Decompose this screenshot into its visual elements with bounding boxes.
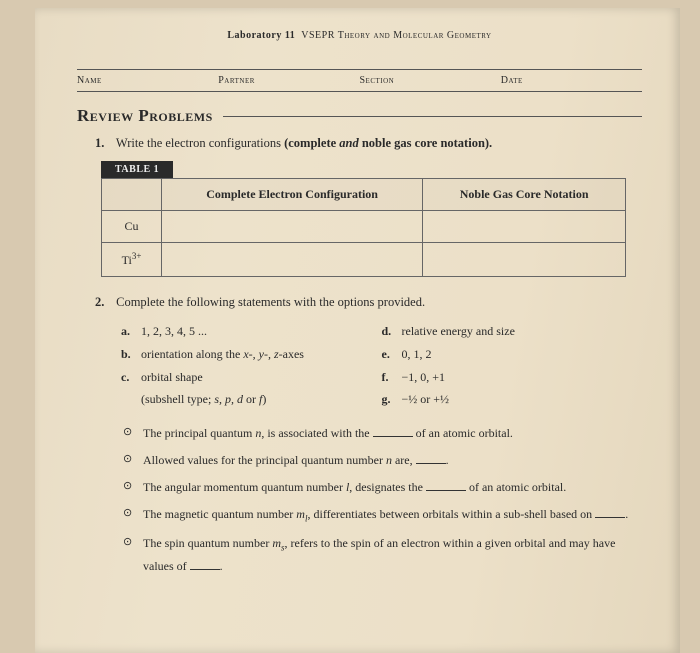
statement-4: The magnetic quantum number ml, differen… <box>123 504 642 527</box>
opt-c-line2: (subshell type; s, p, d or f) <box>141 392 266 406</box>
info-section: Section <box>360 75 501 86</box>
opt-f-text: −1, 0, +1 <box>402 370 446 384</box>
blank-4 <box>595 507 625 518</box>
ti-noble-cell <box>423 243 626 277</box>
heading-rule <box>223 116 642 117</box>
lab-header: Laboratory 11 VSEPR Theory and Molecular… <box>77 30 642 41</box>
ti-complete-cell <box>162 243 423 277</box>
s2-a: Allowed values for the principal quantum… <box>143 453 386 467</box>
s4-b: , differentiates between orbitals within… <box>307 507 595 521</box>
s4-m: ml <box>296 507 307 521</box>
q2-prompt: 2. Complete the following statements wit… <box>95 295 642 310</box>
col-noble-gas: Noble Gas Core Notation <box>423 179 626 211</box>
q2-text: Complete the following statements with t… <box>116 295 425 309</box>
opt-c-text-d: or <box>246 392 259 406</box>
question-1: 1. Write the electron configurations (co… <box>95 136 642 277</box>
s4-m-base: m <box>296 507 305 521</box>
info-date: Date <box>501 75 642 86</box>
row-ti-label: Ti3+ <box>102 243 162 277</box>
options-list: a.1, 2, 3, 4, 5 ... b.orientation along … <box>121 320 642 411</box>
option-a: a.1, 2, 3, 4, 5 ... <box>121 320 382 343</box>
worksheet-page: Laboratory 11 VSEPR Theory and Molecular… <box>35 8 680 653</box>
s5-m-base: m <box>272 536 281 550</box>
options-col-right: d.relative energy and size e.0, 1, 2 f.−… <box>382 320 643 411</box>
ti-symbol: Ti <box>122 253 132 267</box>
s4-c: . <box>625 507 628 521</box>
ti-charge: 3+ <box>132 251 142 261</box>
lab-number: Laboratory 11 <box>227 30 295 41</box>
s1-a: The principal quantum <box>143 426 255 440</box>
opt-b-label: b. <box>121 343 141 366</box>
opt-d-text: relative energy and size <box>402 324 515 338</box>
opt-c-text-f: ) <box>262 392 266 406</box>
option-e: e.0, 1, 2 <box>382 343 643 366</box>
table-header-row: Complete Electron Configuration Noble Ga… <box>102 179 626 211</box>
table-corner-cell <box>102 179 162 211</box>
option-b: b.orientation along the x-, y-, z-axes <box>121 343 382 366</box>
statement-2: Allowed values for the principal quantum… <box>123 450 642 471</box>
s5-c: . <box>220 559 223 573</box>
option-d: d.relative energy and size <box>382 320 643 343</box>
info-row: Name Partner Section Date <box>77 69 642 92</box>
fill-in-statements: The principal quantum n, is associated w… <box>123 423 642 577</box>
q1-prompt: 1. Write the electron configurations (co… <box>95 136 642 151</box>
opt-b-text-c: -axes <box>279 347 304 361</box>
row-cu-label: Cu <box>102 211 162 243</box>
option-f: f.−1, 0, +1 <box>382 366 643 389</box>
s3-b: , designates the <box>349 480 426 494</box>
statement-5: The spin quantum number ms, refers to th… <box>123 533 642 577</box>
opt-a-text: 1, 2, 3, 4, 5 ... <box>141 324 207 338</box>
s3-a: The angular momentum quantum number <box>143 480 346 494</box>
info-name: Name <box>77 75 218 86</box>
q1-text-b: (complete <box>284 136 339 150</box>
s4-a: The magnetic quantum number <box>143 507 296 521</box>
s2-c: . <box>446 453 449 467</box>
opt-b-text-a: orientation along the <box>141 347 243 361</box>
opt-g-label: g. <box>382 388 402 411</box>
opt-c-text-a: orbital shape <box>141 370 203 384</box>
opt-d-label: d. <box>382 320 402 343</box>
blank-3 <box>426 480 466 491</box>
opt-a-label: a. <box>121 320 141 343</box>
opt-c-text-c: s, p, d <box>214 392 246 406</box>
s5-m: ms <box>272 536 284 550</box>
table-row: Cu <box>102 211 626 243</box>
q1-text-a: Write the electron configurations <box>116 136 284 150</box>
blank-1 <box>373 426 413 437</box>
lab-title: VSEPR Theory and Molecular Geometry <box>301 30 491 41</box>
opt-e-text: 0, 1, 2 <box>402 347 432 361</box>
col-complete-config: Complete Electron Configuration <box>162 179 423 211</box>
s5-a: The spin quantum number <box>143 536 272 550</box>
blank-5 <box>190 560 220 571</box>
q1-number: 1. <box>95 136 113 151</box>
info-partner: Partner <box>218 75 359 86</box>
statement-1: The principal quantum n, is associated w… <box>123 423 642 444</box>
opt-g-text: −½ or +½ <box>402 392 450 406</box>
review-title-text: Review Problems <box>77 106 213 126</box>
review-problems-heading: Review Problems <box>77 106 642 126</box>
question-2: 2. Complete the following statements wit… <box>95 295 642 577</box>
opt-c-text-b: (subshell type; <box>141 392 214 406</box>
option-c: c.orbital shape (subshell type; s, p, d o… <box>121 366 382 412</box>
q2-number: 2. <box>95 295 113 310</box>
option-g: g.−½ or +½ <box>382 388 643 411</box>
s3-c: of an atomic orbital. <box>466 480 566 494</box>
opt-e-label: e. <box>382 343 402 366</box>
statement-3: The angular momentum quantum number l, d… <box>123 477 642 498</box>
cu-noble-cell <box>423 211 626 243</box>
options-col-left: a.1, 2, 3, 4, 5 ... b.orientation along … <box>121 320 382 411</box>
s1-c: of an atomic orbital. <box>413 426 513 440</box>
q1-text-d: noble gas core notation). <box>359 136 492 150</box>
s2-b: are, <box>392 453 416 467</box>
opt-b-text-b: x-, y-, z <box>243 347 278 361</box>
opt-f-label: f. <box>382 366 402 389</box>
table-1: Complete Electron Configuration Noble Ga… <box>101 178 626 277</box>
table-row: Ti3+ <box>102 243 626 277</box>
opt-c-label: c. <box>121 366 141 389</box>
q1-text-c: and <box>339 136 358 150</box>
blank-2 <box>416 453 446 464</box>
s1-b: , is associated with the <box>261 426 372 440</box>
table-1-tab: TABLE 1 <box>101 161 173 178</box>
cu-complete-cell <box>162 211 423 243</box>
